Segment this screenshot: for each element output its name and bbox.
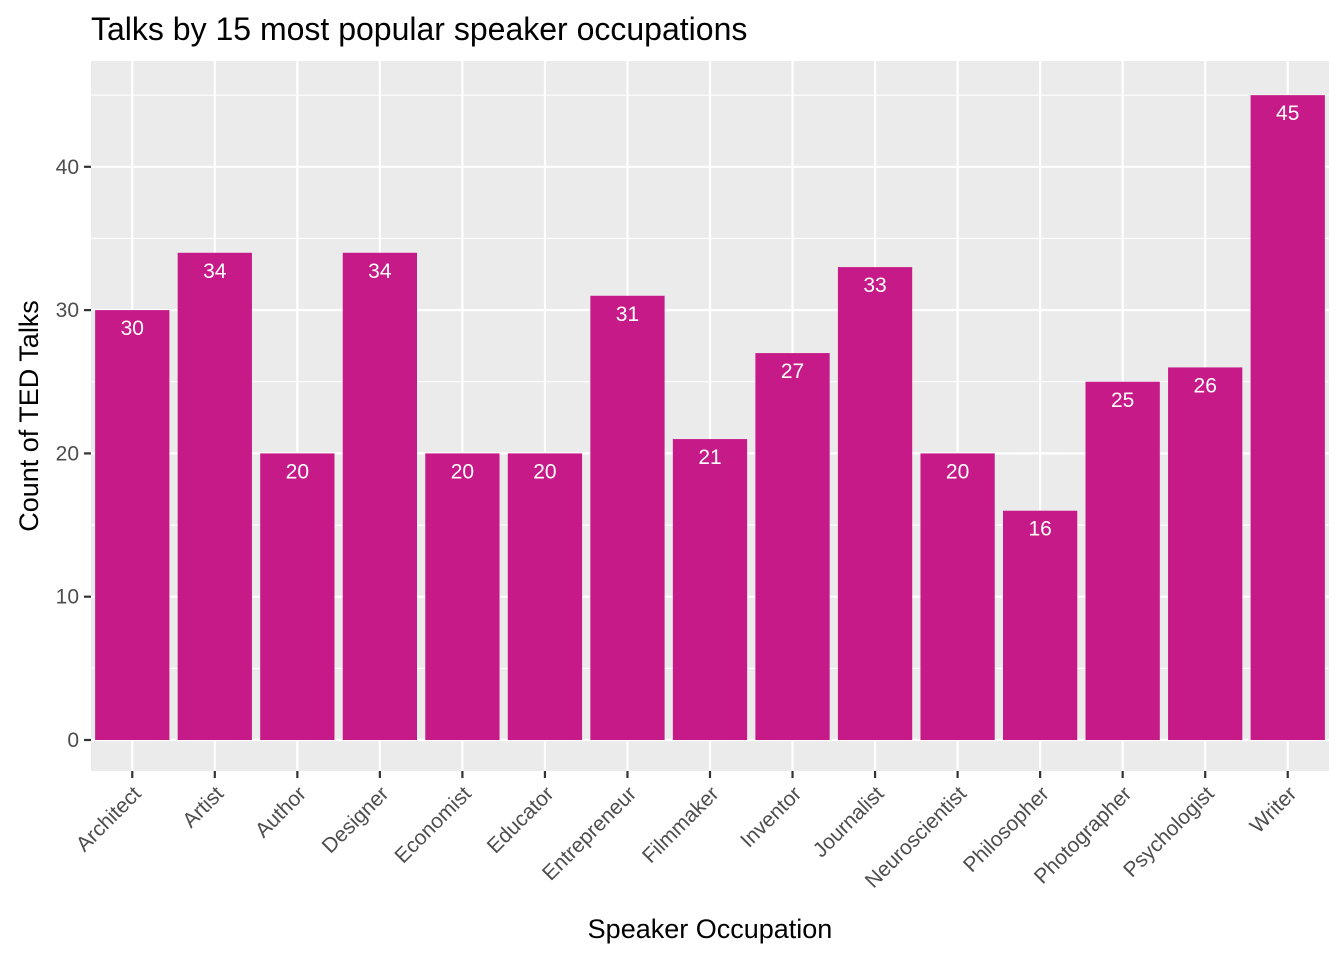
bar-architect (95, 310, 170, 740)
y-tick-label: 10 (56, 586, 79, 609)
x-tick-label: Economist (390, 782, 476, 868)
bar-value-label: 20 (286, 460, 309, 483)
y-tick-label: 40 (56, 156, 79, 179)
y-tick-label: 0 (67, 729, 79, 752)
bar-psychologist (1168, 367, 1243, 740)
bar-journalist (837, 267, 913, 740)
x-tick-label: Filmmaker (638, 782, 724, 868)
bar-value-label: 20 (946, 460, 969, 483)
bar-value-label: 30 (121, 317, 144, 340)
bar-educator (507, 453, 583, 740)
bar-photographer (1085, 381, 1160, 740)
bar-designer (342, 252, 418, 740)
y-tick-label: 20 (56, 442, 79, 465)
y-axis-title: Count of TED Talks (14, 300, 44, 532)
bar-philosopher (1002, 510, 1078, 740)
y-axis: 0 10 20 30 40 (56, 156, 91, 752)
bar-inventor (755, 353, 830, 740)
x-tick-label: Writer (1246, 782, 1302, 838)
x-tick-label: Educator (483, 782, 559, 858)
chart-title: Talks by 15 most popular speaker occupat… (91, 11, 747, 47)
x-tick-label: Inventor (736, 782, 806, 852)
x-tick-label: Journalist (809, 782, 889, 862)
x-axis-title: Speaker Occupation (588, 914, 833, 944)
bar-value-label: 26 (1194, 374, 1217, 397)
bar-neuroscientist (920, 453, 995, 740)
bar-value-label: 34 (203, 260, 227, 283)
bar-filmmaker (672, 439, 748, 740)
bar-value-label: 45 (1276, 102, 1299, 125)
bar-value-label: 20 (533, 460, 556, 483)
bar-value-label: 16 (1028, 518, 1051, 541)
y-tick-label: 30 (56, 299, 79, 322)
bar-value-label: 25 (1111, 389, 1134, 412)
x-tick-label: Author (251, 782, 311, 842)
bar-value-labels: 30 34 20 34 20 20 31 21 27 33 20 16 25 26 45 (121, 102, 1300, 541)
x-tick-label: Artist (178, 782, 228, 832)
bar-economist (425, 453, 500, 740)
bar-entrepreneur (590, 295, 665, 740)
bar-value-label: 33 (863, 274, 886, 297)
x-tick-label: Designer (318, 782, 394, 858)
bar-artist (177, 252, 252, 740)
bar-value-label: 34 (368, 260, 392, 283)
bar-writer (1250, 95, 1325, 740)
bar-value-label: 31 (616, 303, 639, 326)
bars (95, 95, 1325, 740)
bar-value-label: 20 (451, 460, 474, 483)
bar-author (260, 453, 335, 740)
bar-value-label: 21 (698, 446, 721, 469)
x-tick-label: Architect (72, 782, 146, 856)
bar-value-label: 27 (781, 360, 804, 383)
